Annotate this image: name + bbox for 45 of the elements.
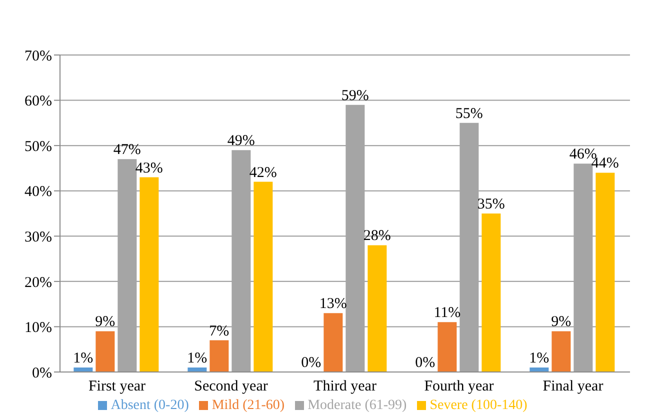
y-tick-label: 30% (24, 229, 52, 246)
data-label: 59% (341, 88, 369, 104)
data-label: 35% (477, 196, 505, 212)
bar (140, 177, 159, 372)
x-tick-label: Final year (542, 378, 604, 395)
data-label: 7% (209, 323, 230, 340)
y-tick-label: 0% (32, 365, 52, 382)
data-label: 11% (434, 305, 461, 322)
data-label: 9% (551, 314, 572, 330)
y-tick-label: 50% (24, 138, 52, 155)
bar (368, 245, 387, 372)
y-tick-label: 60% (24, 94, 52, 110)
y-tick-label: 70% (24, 48, 52, 64)
data-label: 9% (95, 314, 116, 330)
x-tick-label: Fourth year (424, 378, 494, 395)
data-label: 1% (187, 350, 208, 366)
data-label: 0% (301, 354, 322, 371)
data-label: 0% (415, 354, 436, 371)
bar (596, 172, 615, 372)
x-tick-label: First year (88, 378, 146, 395)
legend-label: Severe (100-140) (430, 398, 528, 413)
legend-label: Moderate (61-99) (308, 398, 407, 413)
y-tick-label: 40% (24, 184, 52, 200)
bar (96, 331, 115, 372)
data-label: 55% (455, 106, 483, 122)
y-tick-label: 20% (24, 274, 52, 291)
bar (324, 313, 343, 372)
data-label: 28% (363, 228, 391, 244)
bar (438, 322, 457, 372)
data-label: 13% (319, 296, 347, 312)
x-tick-label: Second year (194, 378, 268, 395)
data-label: 1% (529, 350, 550, 366)
bar (552, 331, 571, 372)
bar (482, 214, 501, 372)
data-label: 43% (135, 160, 163, 176)
data-label: 42% (249, 164, 277, 181)
bar (210, 340, 229, 372)
bar (254, 182, 273, 372)
y-tick-label: 10% (24, 320, 52, 336)
data-label: 1% (73, 350, 94, 366)
data-label: 49% (227, 133, 255, 150)
x-tick-label: Third year (314, 378, 376, 395)
legend-label: Absent (0-20) (110, 398, 189, 413)
data-label: 47% (113, 142, 141, 158)
legend-label: Mild (21-60) (212, 398, 285, 413)
